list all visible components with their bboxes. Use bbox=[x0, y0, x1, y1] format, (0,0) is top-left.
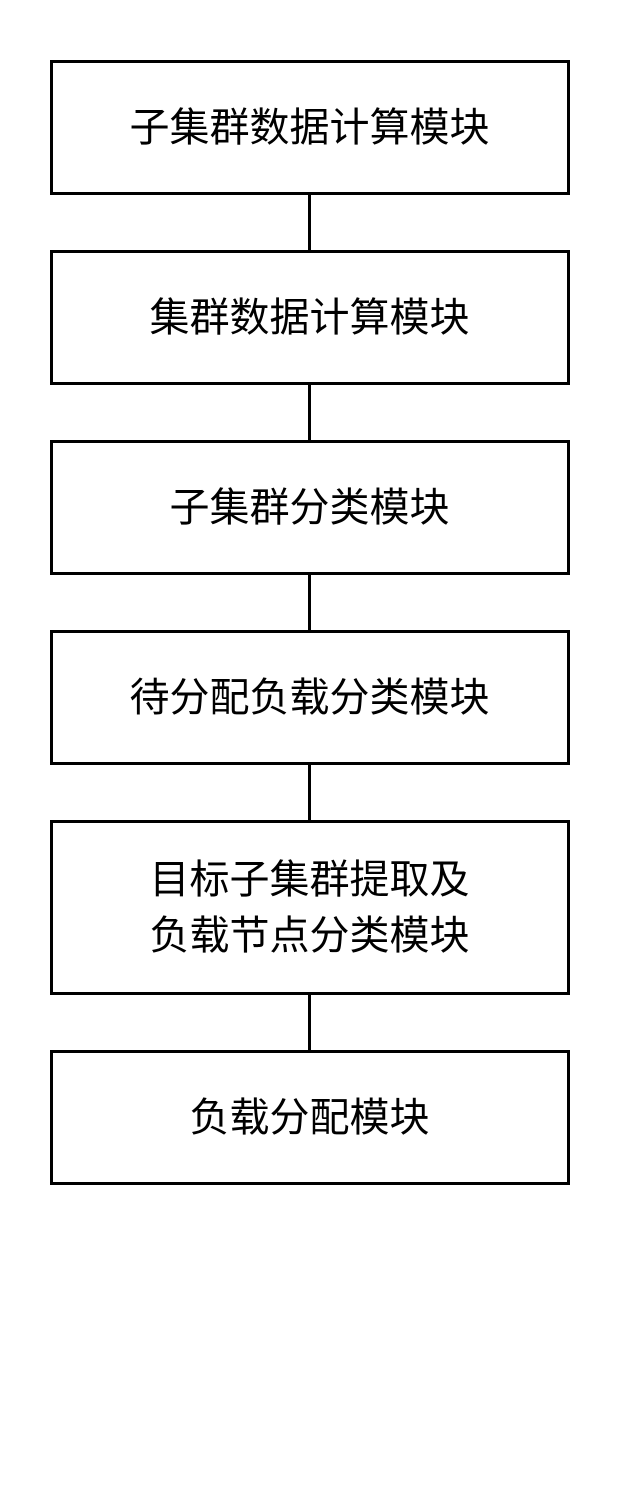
node-label: 待分配负载分类模块 bbox=[130, 670, 490, 726]
node-label: 负载分配模块 bbox=[190, 1090, 430, 1146]
node-label: 集群数据计算模块 bbox=[150, 290, 470, 346]
node-label: 子集群分类模块 bbox=[170, 480, 450, 536]
flowchart-node-3: 子集群分类模块 bbox=[50, 440, 570, 575]
connector bbox=[308, 195, 311, 250]
flowchart-node-2: 集群数据计算模块 bbox=[50, 250, 570, 385]
node-label: 子集群数据计算模块 bbox=[130, 100, 490, 156]
connector bbox=[308, 765, 311, 820]
connector bbox=[308, 995, 311, 1050]
node-label: 目标子集群提取及负载节点分类模块 bbox=[150, 852, 470, 964]
connector bbox=[308, 385, 311, 440]
flowchart-node-4: 待分配负载分类模块 bbox=[50, 630, 570, 765]
flowchart-node-1: 子集群数据计算模块 bbox=[50, 60, 570, 195]
flowchart-node-6: 负载分配模块 bbox=[50, 1050, 570, 1185]
flowchart-node-5: 目标子集群提取及负载节点分类模块 bbox=[50, 820, 570, 995]
connector bbox=[308, 575, 311, 630]
